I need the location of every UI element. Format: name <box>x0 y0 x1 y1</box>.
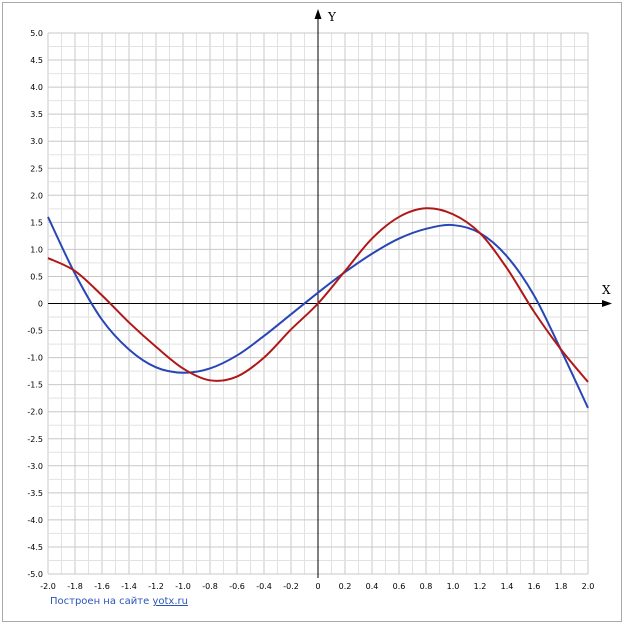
y-tick-label: 1.0 <box>30 245 43 254</box>
x-tick-label: -1.6 <box>94 582 110 591</box>
x-tick-label: 0.8 <box>420 582 433 591</box>
y-tick-label: 0.5 <box>30 272 43 281</box>
series-1-curve <box>47 216 589 409</box>
y-tick-label: -1.5 <box>27 381 43 390</box>
y-tick-label: -2.0 <box>27 408 43 417</box>
y-tick-label: -5.0 <box>27 570 43 579</box>
y-tick-label: -3.5 <box>27 489 43 498</box>
x-tick-label: 2.0 <box>582 582 595 591</box>
curves <box>47 207 589 409</box>
y-tick-label: -4.5 <box>27 543 43 552</box>
x-tick-label: -2.0 <box>40 582 56 591</box>
y-tick-label: 1.5 <box>30 218 43 227</box>
x-tick-label: 0.2 <box>339 582 352 591</box>
x-tick-label: 0 <box>315 582 320 591</box>
credit-text: Построен на сайте <box>50 596 150 607</box>
x-tick-label: -1.8 <box>67 582 83 591</box>
y-tick-label: 4.0 <box>30 83 43 92</box>
x-tick-label: 1.8 <box>555 582 568 591</box>
x-tick-label: 1.2 <box>474 582 487 591</box>
y-tick-label: -0.5 <box>27 327 43 336</box>
y-tick-label: -3.0 <box>27 462 43 471</box>
y-tick-label: 3.0 <box>30 137 43 146</box>
y-axis-arrow-icon <box>314 9 322 19</box>
x-tick-label: -1.2 <box>148 582 164 591</box>
x-tick-label: 1.0 <box>447 582 460 591</box>
x-tick-label: 0.6 <box>393 582 406 591</box>
x-tick-label: -0.6 <box>229 582 245 591</box>
x-tick-label: 1.6 <box>528 582 541 591</box>
x-axis-label: X <box>602 283 611 297</box>
x-tick-label: 1.4 <box>501 582 514 591</box>
y-tick-label: 2.5 <box>30 164 43 173</box>
y-tick-label: 3.5 <box>30 110 43 119</box>
x-tick-label: -1.4 <box>121 582 137 591</box>
y-tick-labels: 5.0 4.5 4.0 3.5 3.0 2.5 2.0 1.5 1.0 0.5 0 -0.5 -1.0 -… <box>27 29 43 579</box>
chart-frame <box>2 2 622 622</box>
x-tick-label: -0.8 <box>202 582 218 591</box>
axes <box>48 9 612 578</box>
y-tick-label: -2.5 <box>27 435 43 444</box>
y-tick-label: 4.5 <box>30 56 43 65</box>
x-tick-label: -1.0 <box>175 582 191 591</box>
y-tick-label: 0 <box>38 300 43 309</box>
x-tick-label: 0.4 <box>366 582 379 591</box>
site-link[interactable]: yotx.ru <box>152 596 188 607</box>
y-tick-label: 2.0 <box>30 191 43 200</box>
x-tick-label: -0.2 <box>283 582 299 591</box>
site-credit: Построен на сайте yotx.ru <box>50 596 188 607</box>
x-axis-arrow-icon <box>602 300 612 307</box>
y-tick-label: 5.0 <box>30 29 43 38</box>
x-tick-label: -0.4 <box>256 582 272 591</box>
y-tick-label: -1.0 <box>27 354 43 363</box>
y-axis-label: Y <box>327 10 337 24</box>
y-tick-label: -4.0 <box>27 516 43 525</box>
x-tick-labels: -2.0 -1.8 -1.6 -1.4 -1.2 -1.0 -0.8 -0.6 -0.4 -0.2… <box>40 582 594 591</box>
series-2-curve <box>47 207 589 383</box>
